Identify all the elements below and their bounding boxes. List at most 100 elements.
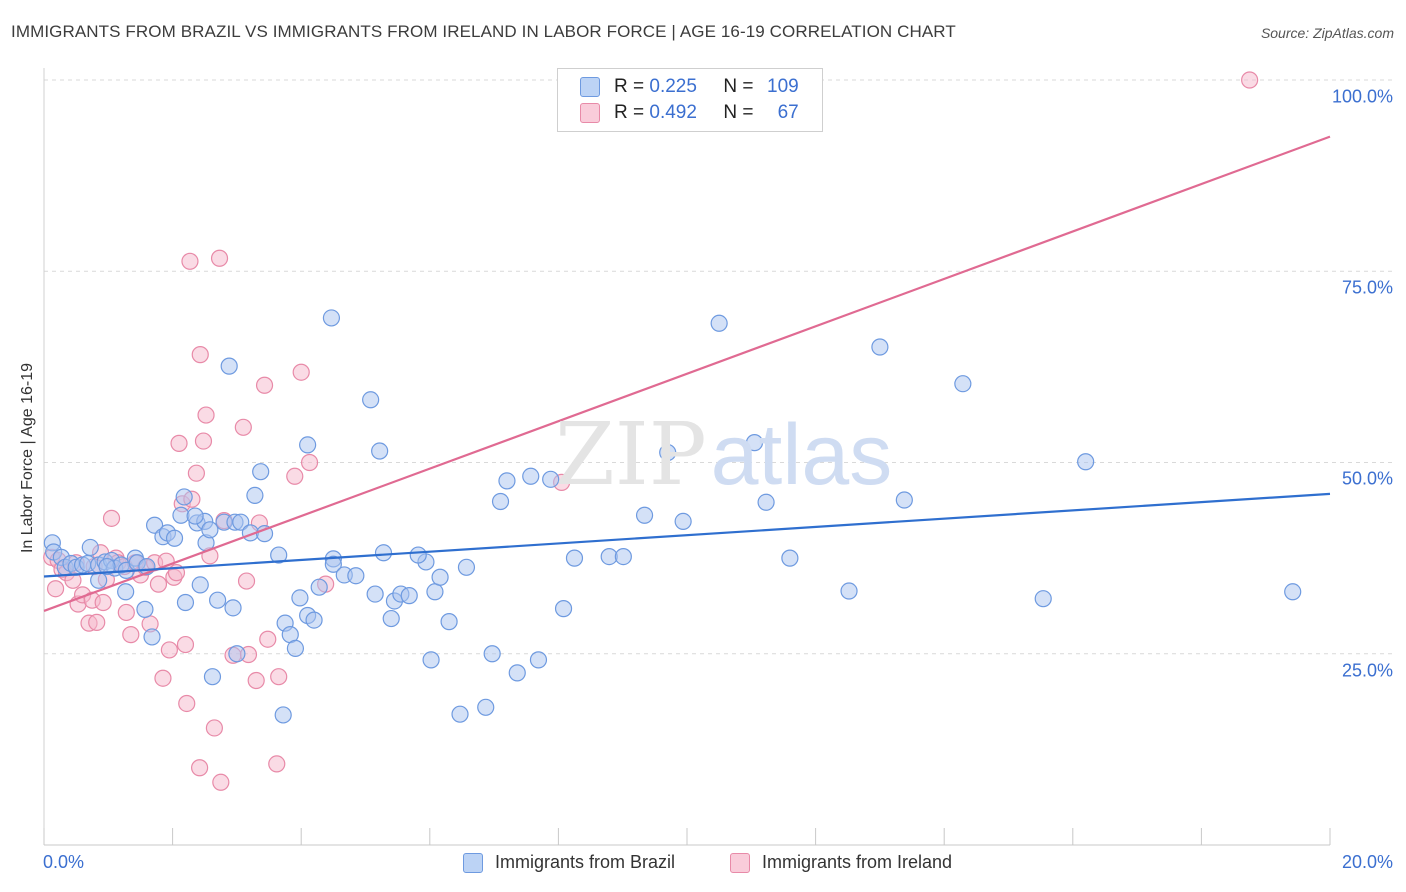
ireland-point bbox=[197, 406, 215, 424]
ireland-point bbox=[255, 376, 274, 394]
ireland-point bbox=[234, 418, 252, 436]
brazil-point bbox=[954, 375, 972, 393]
brazil-point bbox=[98, 557, 116, 576]
brazil-point bbox=[565, 549, 584, 567]
brazil-point bbox=[757, 493, 775, 511]
brazil-point bbox=[90, 571, 108, 589]
legend-n-label: N = bbox=[723, 102, 759, 123]
brazil-point bbox=[291, 589, 309, 607]
ireland-swatch bbox=[580, 103, 600, 123]
brazil-swatch bbox=[580, 77, 600, 97]
brazil-point bbox=[1077, 453, 1095, 471]
brazil-point bbox=[491, 492, 510, 511]
brazil-point bbox=[252, 463, 270, 481]
brazil-point bbox=[710, 314, 728, 332]
ireland-trend-line bbox=[43, 135, 1331, 612]
legend-r-label: R = bbox=[614, 76, 650, 97]
brazil-point bbox=[176, 593, 195, 612]
ireland-point bbox=[300, 453, 319, 472]
ireland-point bbox=[212, 773, 230, 791]
ireland-point bbox=[122, 626, 140, 644]
brazil-point bbox=[136, 600, 154, 618]
brazil-point bbox=[554, 600, 573, 618]
brazil-point bbox=[498, 472, 516, 490]
brazil-point bbox=[201, 521, 219, 539]
bottom-legend-label: Immigrants from Brazil bbox=[495, 852, 676, 872]
grid-lines bbox=[44, 79, 1392, 655]
brazil-point bbox=[362, 391, 380, 409]
ireland-point bbox=[117, 603, 135, 622]
brazil-point bbox=[400, 587, 418, 605]
bottom-legend-ireland: Immigrants from Ireland bbox=[730, 852, 952, 873]
brazil-point bbox=[674, 512, 692, 531]
legend-n-label: N = bbox=[723, 76, 759, 97]
brazil-point bbox=[895, 491, 913, 509]
brazil-point bbox=[477, 698, 495, 716]
brazil-point bbox=[483, 645, 501, 663]
brazil-point bbox=[203, 668, 222, 686]
brazil-point bbox=[781, 549, 799, 567]
ireland-point bbox=[94, 593, 112, 612]
ireland-points bbox=[43, 71, 1259, 791]
ireland-point bbox=[154, 669, 172, 687]
ireland-point bbox=[149, 575, 168, 593]
brazil-point bbox=[286, 639, 305, 657]
ireland-point bbox=[191, 759, 209, 777]
brazil-point bbox=[228, 645, 246, 663]
ireland-point bbox=[187, 464, 205, 482]
x-axis-ticks bbox=[43, 828, 1331, 845]
brazil-point bbox=[382, 609, 400, 628]
ireland-point bbox=[176, 635, 195, 654]
brazil-point bbox=[143, 628, 161, 646]
ireland-point bbox=[286, 467, 304, 485]
ireland-point bbox=[46, 580, 65, 598]
ireland-point bbox=[237, 572, 256, 590]
brazil-point bbox=[224, 599, 242, 617]
y-tick-label: 50.0% bbox=[1341, 468, 1393, 489]
ireland-point bbox=[210, 249, 229, 267]
ireland-point bbox=[259, 630, 277, 648]
ireland-swatch bbox=[730, 852, 750, 873]
brazil-point bbox=[431, 568, 449, 586]
brazil-point bbox=[310, 578, 328, 596]
brazil-point bbox=[409, 546, 427, 564]
brazil-point bbox=[529, 651, 548, 669]
ireland-point bbox=[102, 509, 121, 527]
ireland-point bbox=[270, 668, 288, 686]
legend-r-value: 0.225 bbox=[649, 76, 697, 97]
brazil-point bbox=[508, 664, 526, 682]
brazil-point bbox=[1284, 583, 1302, 601]
brazil-point bbox=[220, 357, 238, 375]
brazil-point bbox=[457, 558, 476, 576]
ireland-point bbox=[170, 434, 188, 452]
brazil-point bbox=[232, 513, 250, 531]
brazil-point bbox=[305, 611, 323, 629]
brazil-point bbox=[347, 567, 365, 585]
legend-r-value: 0.492 bbox=[649, 102, 697, 123]
y-tick-label: 75.0% bbox=[1341, 277, 1393, 298]
brazil-point bbox=[659, 443, 677, 462]
ireland-point bbox=[191, 346, 209, 364]
brazil-point bbox=[145, 516, 164, 534]
brazil-point bbox=[324, 555, 342, 573]
ireland-point bbox=[268, 755, 286, 773]
brazil-point bbox=[522, 467, 540, 485]
ireland-point bbox=[292, 363, 310, 381]
brazil-point bbox=[542, 470, 560, 488]
brazil-point bbox=[366, 585, 384, 603]
ireland-point bbox=[194, 432, 213, 450]
brazil-point bbox=[191, 576, 209, 594]
x-tick-label-max: 20.0% bbox=[1341, 852, 1393, 872]
x-tick-label-min: 0.0% bbox=[43, 852, 85, 872]
brazil-point bbox=[745, 434, 764, 452]
source-credit: Source: ZipAtlas.com bbox=[1260, 25, 1394, 41]
brazil-point bbox=[422, 651, 440, 669]
brazil-point bbox=[186, 507, 204, 525]
brazil-point bbox=[299, 436, 317, 454]
brazil-point bbox=[374, 544, 393, 562]
brazil-point bbox=[426, 583, 444, 601]
chart-title: IMMIGRANTS FROM BRAZIL VS IMMIGRANTS FRO… bbox=[11, 22, 956, 41]
brazil-point bbox=[451, 705, 469, 723]
y-axis-label: In Labor Force | Age 16-19 bbox=[19, 362, 36, 554]
y-tick-label: 100.0% bbox=[1331, 86, 1393, 107]
